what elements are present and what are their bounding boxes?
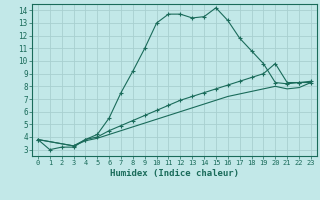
X-axis label: Humidex (Indice chaleur): Humidex (Indice chaleur) — [110, 169, 239, 178]
